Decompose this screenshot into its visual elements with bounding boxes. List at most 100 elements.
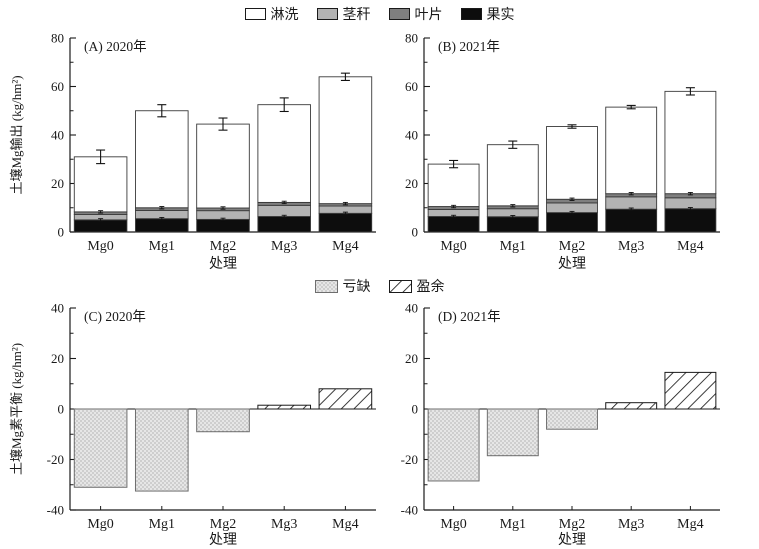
total-error-bar-Mg3 <box>279 97 289 113</box>
y-axis-title: 土壤Mg输出 (kg/hm²) <box>9 75 24 194</box>
y-tick-label: -20 <box>47 452 64 467</box>
bar-Mg4-淋洗 <box>318 76 373 205</box>
segment-error-bar-Mg0-0 <box>98 218 104 222</box>
x-tick-label: Mg0 <box>440 517 466 532</box>
segment-error-bar-Mg3-1 <box>281 200 287 205</box>
panel-b-2021-output: 0 20 40 60 80 Mg0 Mg1 Mg2 Mg3 Mg4 (B) 2021年 处理 <box>380 24 748 274</box>
legend-item-guoshi: 果实 <box>460 4 515 24</box>
bar-Mg3-茎秆 <box>257 204 311 217</box>
x-tick-label: Mg1 <box>149 239 175 254</box>
segment-error-bar-Mg0-0 <box>451 214 457 219</box>
x-axis-title: 处理 <box>209 256 237 272</box>
bar-Mg3-果实 <box>257 216 311 233</box>
segment-error-bar-Mg0-1 <box>451 204 457 209</box>
x-axis-title: 处理 <box>558 532 586 546</box>
bar-Mg3 <box>257 404 312 410</box>
bar-Mg1-淋洗 <box>135 110 189 209</box>
legend-balance: 亏缺 盈余 <box>0 276 759 296</box>
segment-error-bar-Mg4-1 <box>687 192 693 196</box>
yingyu-swatch-icon <box>388 279 412 293</box>
panel-title: (A) 2020年 <box>84 39 147 54</box>
x-tick-label: Mg2 <box>559 239 585 254</box>
bar-Mg0-淋洗 <box>427 163 480 207</box>
x-tick-label: Mg0 <box>87 517 113 532</box>
bar-Mg1 <box>134 408 189 492</box>
y-tick-label: 0 <box>412 402 419 417</box>
legend-label-guoshi: 果实 <box>486 8 515 23</box>
total-error-bar-Mg0 <box>96 149 106 165</box>
x-tick-label: Mg2 <box>559 517 585 532</box>
bar-Mg2 <box>546 408 598 430</box>
bar-Mg1-果实 <box>135 218 189 233</box>
y-tick-label: 40 <box>51 301 64 316</box>
legend-label-linxi: 淋洗 <box>270 8 299 23</box>
bar-Mg1-淋洗 <box>486 144 539 207</box>
bar-Mg2-果实 <box>196 218 250 233</box>
bar-Mg2-淋洗 <box>546 126 598 200</box>
bar-Mg2-果实 <box>546 212 598 233</box>
kuique-swatch-icon <box>314 279 338 293</box>
bar-Mg2-淋洗 <box>196 123 250 209</box>
panel-a-2020-output: 0 20 40 60 80 Mg0 Mg1 Mg2 Mg3 Mg4 (A) 2020年 处理 土壤Mg输… <box>8 24 380 274</box>
y-axis-title: 土壤Mg素平衡 (kg/hm²) <box>9 343 24 475</box>
bar-Mg1-果实 <box>486 216 539 233</box>
total-error-bar-Mg4 <box>685 87 695 96</box>
row-mg-output: 0 20 40 60 80 Mg0 Mg1 Mg2 Mg3 Mg4 (A) 2020年 处理 土壤Mg输… <box>0 24 759 274</box>
total-error-bar-Mg2 <box>567 124 577 129</box>
bar-Mg2 <box>196 408 250 433</box>
panel-title: (B) 2021年 <box>438 39 500 54</box>
bar-Mg3-淋洗 <box>605 106 658 195</box>
segment-error-bar-Mg2-1 <box>569 197 575 201</box>
legend-item-yepian: 叶片 <box>388 4 443 24</box>
legend-item-kuique: 亏缺 <box>314 276 371 296</box>
x-tick-label: Mg4 <box>332 517 358 532</box>
x-tick-label: Mg4 <box>677 517 703 532</box>
segment-error-bar-Mg4-0 <box>342 211 348 215</box>
panel-c-2020-balance: -40 -20 0 20 40 Mg0 Mg1 Mg2 Mg3 Mg4 (C) 2020年 处理 土壤M… <box>8 296 380 546</box>
total-error-bar-Mg1 <box>157 104 167 118</box>
total-error-bar-Mg2 <box>218 117 228 131</box>
segment-error-bar-Mg3-1 <box>628 192 634 196</box>
bar-Mg0 <box>73 408 128 488</box>
bar-Mg4 <box>664 371 717 410</box>
yepian-swatch-icon <box>388 8 410 20</box>
y-tick-label: 20 <box>51 351 64 366</box>
y-tick-label: 60 <box>51 79 64 94</box>
legend-item-linxi: 淋洗 <box>244 4 299 24</box>
legend-label-yepian: 叶片 <box>414 8 443 23</box>
bar-Mg0-果实 <box>427 216 480 233</box>
legend-label-jinggan: 茎秆 <box>342 8 371 23</box>
guoshi-swatch-icon <box>460 8 482 20</box>
bar-Mg4-果实 <box>664 208 717 233</box>
segment-error-bar-Mg1-1 <box>510 204 516 208</box>
bar-Mg3 <box>605 402 658 410</box>
x-tick-label: Mg3 <box>618 239 644 254</box>
bar-Mg1 <box>486 408 539 457</box>
legend-label-yingyu: 盈余 <box>416 280 445 295</box>
y-tick-label: 0 <box>412 225 419 240</box>
jinggan-swatch-icon <box>316 8 338 20</box>
segment-error-bar-Mg2-0 <box>220 217 226 222</box>
bar-Mg3-茎秆 <box>605 196 658 210</box>
x-tick-label: Mg4 <box>332 239 358 254</box>
linxi-swatch-icon <box>244 8 266 20</box>
x-tick-label: Mg2 <box>210 239 236 254</box>
total-error-bar-Mg1 <box>508 140 518 149</box>
segment-error-bar-Mg3-0 <box>628 207 634 211</box>
x-tick-label: Mg1 <box>149 517 175 532</box>
segment-error-bar-Mg0-1 <box>98 210 104 214</box>
y-tick-label: 40 <box>405 301 418 316</box>
bar-Mg0-淋洗 <box>73 156 128 213</box>
y-tick-label: 0 <box>58 225 65 240</box>
bar-Mg3-果实 <box>605 208 658 233</box>
panel-title: (C) 2020年 <box>84 309 146 324</box>
total-error-bar-Mg4 <box>340 72 350 81</box>
x-tick-label: Mg3 <box>271 517 297 532</box>
x-tick-label: Mg4 <box>677 239 703 254</box>
bar-Mg4-果实 <box>318 212 373 233</box>
x-axis-title: 处理 <box>209 532 237 546</box>
